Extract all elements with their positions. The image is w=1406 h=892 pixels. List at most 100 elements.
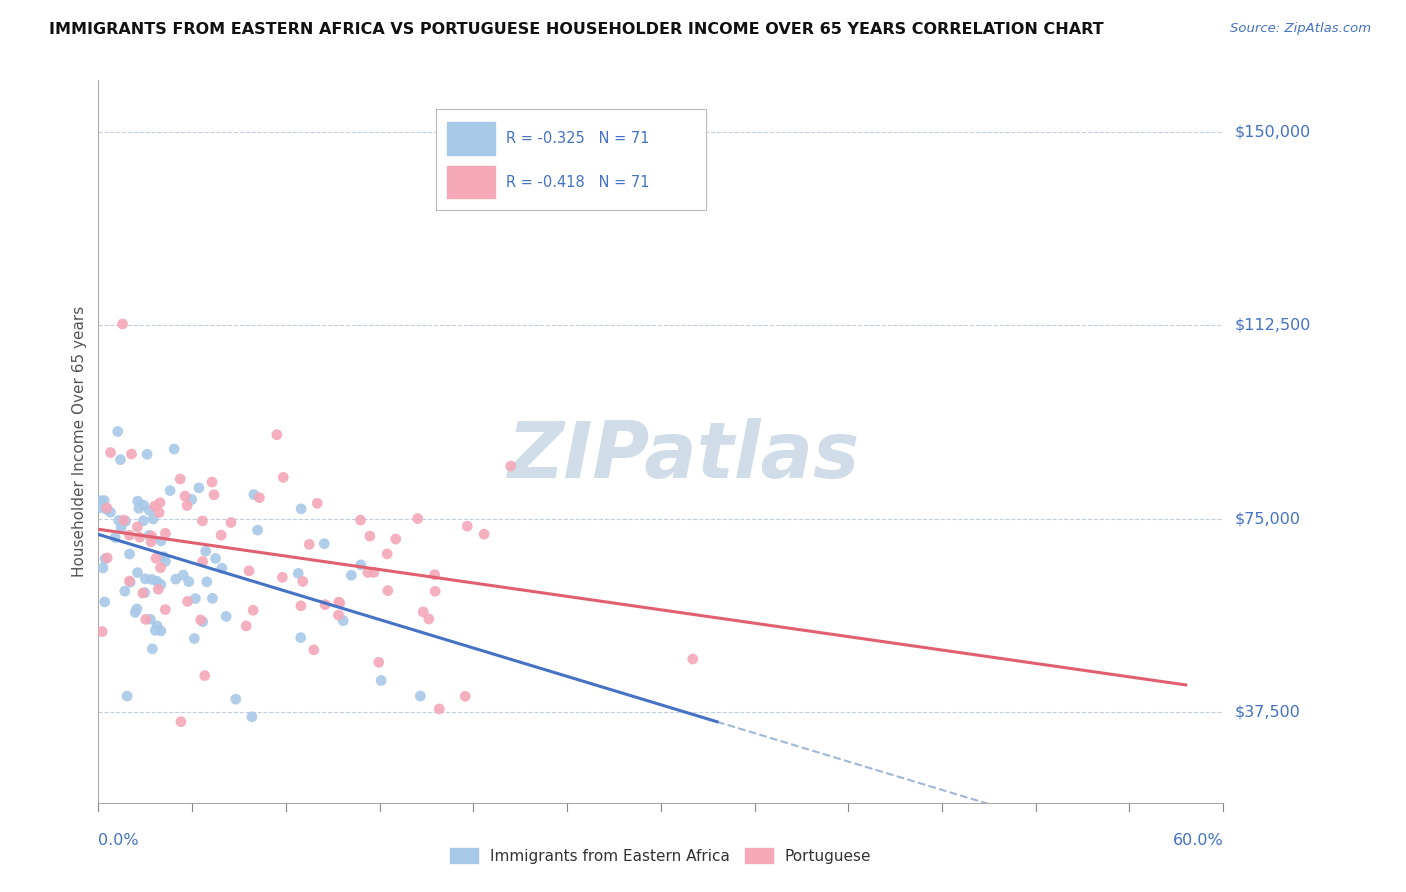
Point xyxy=(127,566,149,580)
Point xyxy=(456,519,478,533)
Point xyxy=(190,613,212,627)
Text: $37,500: $37,500 xyxy=(1234,705,1301,720)
Point xyxy=(169,472,191,486)
Point xyxy=(290,631,312,645)
Point xyxy=(375,547,398,561)
Point xyxy=(349,513,371,527)
Point xyxy=(363,566,385,580)
Point xyxy=(145,551,167,566)
Point xyxy=(176,499,198,513)
Point xyxy=(238,564,260,578)
Point xyxy=(96,500,118,515)
Point xyxy=(194,668,217,682)
Point xyxy=(204,551,226,566)
Point xyxy=(287,566,309,581)
Point xyxy=(96,502,118,516)
Point xyxy=(195,574,218,589)
Point xyxy=(134,572,156,586)
Point xyxy=(112,513,135,527)
Point xyxy=(143,624,166,638)
Point xyxy=(120,575,142,590)
Point xyxy=(110,452,132,467)
Text: ZIPatlas: ZIPatlas xyxy=(508,418,859,494)
Point xyxy=(104,531,127,545)
Point xyxy=(139,534,162,549)
Point xyxy=(114,514,136,528)
Text: Source: ZipAtlas.com: Source: ZipAtlas.com xyxy=(1230,22,1371,36)
Point xyxy=(138,528,160,542)
Text: 60.0%: 60.0% xyxy=(1173,833,1223,848)
Text: IMMIGRANTS FROM EASTERN AFRICA VS PORTUGUESE HOUSEHOLDER INCOME OVER 65 YEARS CO: IMMIGRANTS FROM EASTERN AFRICA VS PORTUG… xyxy=(49,22,1104,37)
Point xyxy=(201,591,224,606)
Point xyxy=(271,470,294,484)
Point xyxy=(155,526,177,541)
Point xyxy=(240,710,263,724)
Point xyxy=(148,506,170,520)
Point xyxy=(170,714,193,729)
Point xyxy=(148,582,170,597)
Point xyxy=(423,584,446,599)
Point xyxy=(128,530,150,544)
Point xyxy=(367,655,389,669)
Point xyxy=(96,550,118,565)
Point xyxy=(100,505,122,519)
Point xyxy=(100,445,122,459)
Point xyxy=(152,549,174,564)
Point xyxy=(91,561,114,575)
Text: $112,500: $112,500 xyxy=(1234,318,1310,333)
Point xyxy=(409,689,432,703)
Point xyxy=(118,574,141,588)
Point xyxy=(143,499,166,513)
Point xyxy=(135,612,157,626)
Point xyxy=(172,568,194,582)
Text: 0.0%: 0.0% xyxy=(98,833,139,848)
Point xyxy=(412,605,434,619)
Point xyxy=(176,594,198,608)
Point xyxy=(202,488,225,502)
Point xyxy=(290,501,312,516)
Point xyxy=(423,567,446,582)
Point xyxy=(183,632,205,646)
Point xyxy=(298,537,321,551)
Point xyxy=(187,481,209,495)
Point xyxy=(118,547,141,561)
Point xyxy=(150,533,173,548)
Point xyxy=(124,606,146,620)
Point xyxy=(132,586,155,600)
Point xyxy=(332,614,354,628)
Point xyxy=(111,317,134,331)
Point xyxy=(93,493,115,508)
Point xyxy=(329,596,352,610)
Point xyxy=(291,574,314,589)
Point xyxy=(314,536,336,550)
Point xyxy=(177,574,200,589)
Point xyxy=(340,568,363,582)
Point xyxy=(149,560,172,574)
Point xyxy=(247,491,270,505)
Point xyxy=(472,527,495,541)
Point xyxy=(454,690,477,704)
Point xyxy=(201,475,224,489)
Point xyxy=(141,529,163,543)
Point xyxy=(149,496,172,510)
Point xyxy=(194,544,217,558)
Text: $150,000: $150,000 xyxy=(1234,124,1310,139)
Point xyxy=(89,500,111,515)
Point xyxy=(149,624,172,638)
Point xyxy=(110,521,132,535)
Point xyxy=(427,702,450,716)
Point xyxy=(107,425,129,439)
Point xyxy=(184,591,207,606)
Point xyxy=(211,561,233,575)
Point xyxy=(155,554,177,568)
Point xyxy=(146,619,169,633)
Point xyxy=(302,643,325,657)
Point xyxy=(159,483,181,498)
Point xyxy=(418,612,440,626)
Point xyxy=(163,442,186,456)
Point xyxy=(128,501,150,516)
Point xyxy=(141,641,163,656)
Point xyxy=(90,493,112,508)
Point xyxy=(307,496,329,510)
Point xyxy=(499,458,522,473)
